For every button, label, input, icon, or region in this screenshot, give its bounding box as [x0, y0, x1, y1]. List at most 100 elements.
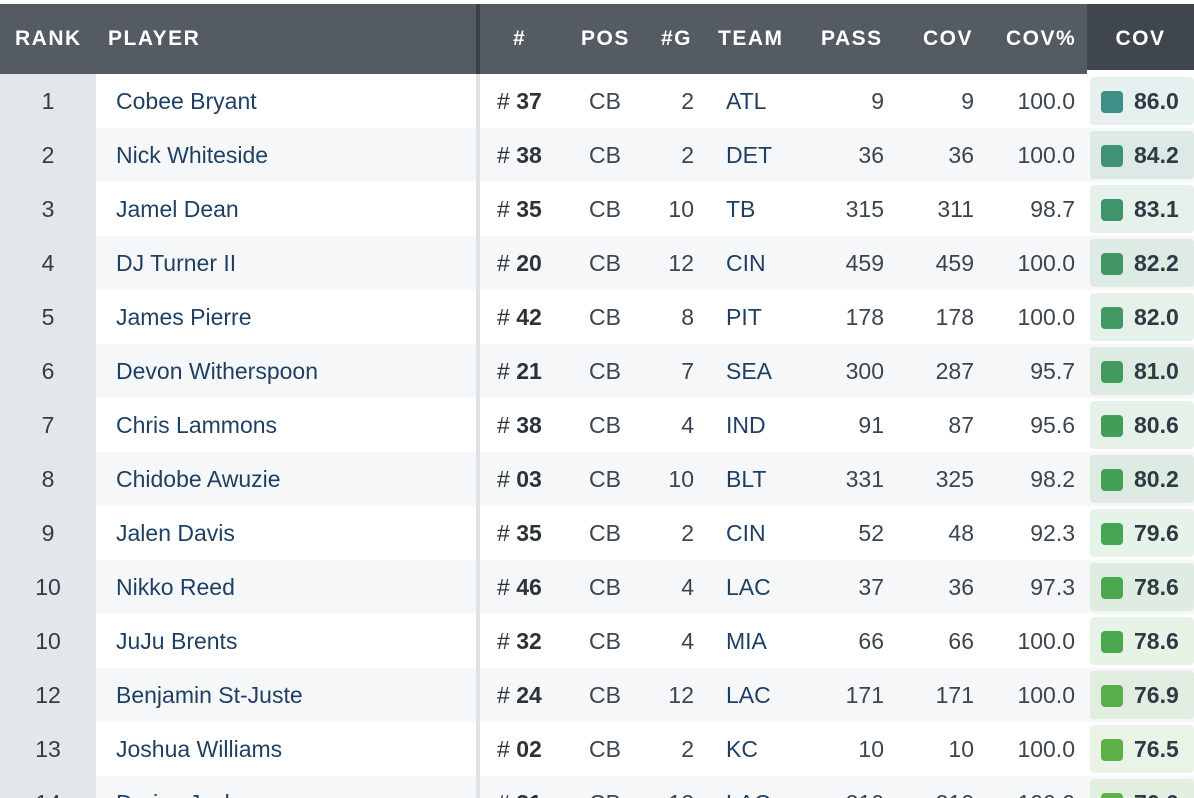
- team-link[interactable]: CIN: [726, 250, 766, 276]
- cov-pct-cell: 98.2: [1030, 466, 1075, 492]
- table-row[interactable]: 5 James Pierre # 42 CB 8 PIT 178 178 100.0 82.0: [0, 290, 1194, 344]
- cov-cell: 66: [948, 628, 974, 654]
- header-cov-grade-sorted[interactable]: COV: [1087, 4, 1194, 74]
- jersey-number-value: 42: [516, 304, 542, 330]
- table-row[interactable]: 1 Cobee Bryant # 37 CB 2 ATL 9 9 100.0 86.0: [0, 74, 1194, 128]
- team-link[interactable]: BLT: [726, 466, 767, 492]
- pass-cell: 52: [858, 520, 884, 546]
- cov-pct-cell: 100.0: [1017, 88, 1075, 114]
- table-row[interactable]: 10 Nikko Reed # 46 CB 4 LAC 37 36 97.3 78.6: [0, 560, 1194, 614]
- header-team[interactable]: TEAM: [718, 27, 784, 50]
- team-link[interactable]: CIN: [726, 520, 766, 546]
- position-cell: CB: [589, 412, 621, 438]
- team-link[interactable]: LAC: [726, 776, 771, 798]
- jersey-number: # 31: [497, 776, 542, 798]
- table-row[interactable]: 8 Chidobe Awuzie # 03 CB 10 BLT 331 325 98.2 80.2: [0, 452, 1194, 506]
- player-name-link[interactable]: Jamel Dean: [116, 196, 239, 222]
- table-row[interactable]: 6 Devon Witherspoon # 21 CB 7 SEA 300 287 95.7 81…: [0, 344, 1194, 398]
- rank-cell: 14: [0, 776, 96, 798]
- column-divider: [476, 668, 480, 722]
- header-pos[interactable]: POS: [581, 27, 630, 50]
- team-link[interactable]: TB: [726, 196, 756, 222]
- player-name-link[interactable]: Benjamin St-Juste: [116, 682, 303, 708]
- player-name-link[interactable]: Devon Witherspoon: [116, 358, 318, 384]
- header-cov[interactable]: COV: [923, 27, 974, 50]
- team-link[interactable]: PIT: [726, 304, 762, 330]
- header-games[interactable]: #G: [661, 27, 693, 50]
- player-name-link[interactable]: James Pierre: [116, 304, 252, 330]
- player-name-link[interactable]: Jalen Davis: [116, 520, 235, 546]
- games-cell: 2: [681, 736, 694, 762]
- player-name-link[interactable]: Nikko Reed: [116, 574, 235, 600]
- table-row[interactable]: 2 Nick Whiteside # 38 CB 2 DET 36 36 100.0 84.2: [0, 128, 1194, 182]
- table-row[interactable]: 3 Jamel Dean # 35 CB 10 TB 315 311 98.7 83.1: [0, 182, 1194, 236]
- position-cell: CB: [589, 358, 621, 384]
- player-name-link[interactable]: Nick Whiteside: [116, 142, 269, 168]
- team-link[interactable]: KC: [726, 736, 758, 762]
- cov-cell: 171: [935, 682, 974, 708]
- team-link[interactable]: ATL: [726, 88, 767, 114]
- player-cell-bg: [96, 452, 476, 506]
- header-rank[interactable]: RANK: [15, 27, 82, 50]
- grade-badge: 83.1: [1090, 185, 1194, 233]
- games-cell: 2: [681, 142, 694, 168]
- player-name-link[interactable]: Joshua Williams: [116, 736, 283, 762]
- player-name-link[interactable]: Chris Lammons: [116, 412, 278, 438]
- player-name-link[interactable]: JuJu Brents: [116, 628, 238, 654]
- table-row[interactable]: 10 JuJu Brents # 32 CB 4 MIA 66 66 100.0 78.6: [0, 614, 1194, 668]
- cov-cell: 178: [935, 304, 974, 330]
- cov-cell: 36: [948, 574, 974, 600]
- team-link[interactable]: SEA: [726, 358, 773, 384]
- team-link[interactable]: MIA: [726, 628, 767, 654]
- grade-color-square: [1101, 361, 1123, 383]
- position-cell: CB: [589, 520, 621, 546]
- jersey-number: # 35: [497, 196, 542, 222]
- team-link[interactable]: IND: [726, 412, 766, 438]
- table-row[interactable]: 13 Joshua Williams # 02 CB 2 KC 10 10 100.0 76.5: [0, 722, 1194, 776]
- team-link[interactable]: DET: [726, 142, 772, 168]
- grade-value: 86.0: [1134, 88, 1179, 114]
- table-header: RANK PLAYER # POS #G TEAM PASS COV COV% …: [0, 4, 1194, 74]
- grade-value: 83.1: [1134, 196, 1179, 222]
- team-link[interactable]: LAC: [726, 682, 771, 708]
- games-cell: 2: [681, 88, 694, 114]
- header-cov-pct[interactable]: COV%: [1006, 27, 1077, 50]
- player-cell-bg: [96, 128, 476, 182]
- jersey-number: # 03: [497, 466, 542, 492]
- grade-value: 80.6: [1134, 412, 1179, 438]
- table-row[interactable]: 7 Chris Lammons # 38 CB 4 IND 91 87 95.6 80.6: [0, 398, 1194, 452]
- header-number[interactable]: #: [513, 27, 527, 50]
- grade-badge: 86.0: [1090, 77, 1194, 125]
- player-name-link[interactable]: DJ Turner II: [116, 250, 237, 276]
- table-body: 1 Cobee Bryant # 37 CB 2 ATL 9 9 100.0 86.0 2 Nick …: [0, 74, 1194, 798]
- player-cell-bg: [96, 182, 476, 236]
- cov-pct-cell: 95.6: [1030, 412, 1075, 438]
- column-divider: [476, 290, 480, 344]
- player-name-link[interactable]: Cobee Bryant: [116, 88, 257, 114]
- player-cell-bg: [96, 236, 476, 290]
- pass-cell: 37: [858, 574, 884, 600]
- header-player[interactable]: PLAYER: [108, 27, 201, 50]
- player-name-link[interactable]: Chidobe Awuzie: [116, 466, 281, 492]
- jersey-number-value: 35: [516, 520, 542, 546]
- grade-badge: 78.6: [1090, 617, 1194, 665]
- cov-pct-cell: 97.3: [1030, 574, 1075, 600]
- jersey-number: # 02: [497, 736, 542, 762]
- table-row[interactable]: 12 Benjamin St-Juste # 24 CB 12 LAC 171 171 100.…: [0, 668, 1194, 722]
- player-name-link[interactable]: Darius Jack...: [116, 776, 255, 798]
- header-pass[interactable]: PASS: [821, 27, 883, 50]
- pass-cell: 331: [845, 466, 884, 492]
- games-cell: 7: [681, 358, 694, 384]
- cov-cell: 325: [935, 466, 974, 492]
- table-row[interactable]: 4 DJ Turner II # 20 CB 12 CIN 459 459 100.0 82.2: [0, 236, 1194, 290]
- team-link[interactable]: LAC: [726, 574, 771, 600]
- jersey-number-value: 38: [516, 142, 542, 168]
- grade-color-square: [1101, 577, 1123, 599]
- grade-badge: 76.0: [1090, 779, 1194, 798]
- jersey-number-value: 21: [516, 358, 542, 384]
- table-row[interactable]: 9 Jalen Davis # 35 CB 2 CIN 52 48 92.3 79.6: [0, 506, 1194, 560]
- jersey-number: # 32: [497, 628, 542, 654]
- column-divider: [476, 182, 480, 236]
- cov-pct-cell: 100.0: [1017, 304, 1075, 330]
